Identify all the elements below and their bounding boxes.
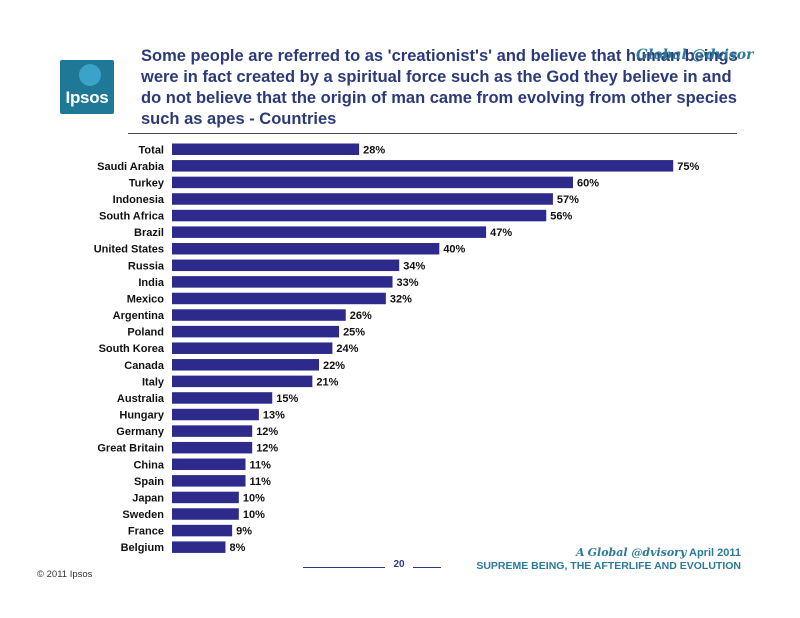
value-label: 11% <box>250 459 272 471</box>
value-label: 33% <box>397 277 419 289</box>
category-label: Sweden <box>122 509 164 521</box>
bar <box>172 276 393 288</box>
report-title: SUPREME BEING, THE AFTERLIFE AND EVOLUTI… <box>476 560 741 572</box>
report-brand-line: A Global @dvisory April 2011 <box>576 546 741 559</box>
value-label: 13% <box>263 410 285 422</box>
category-label: Spain <box>134 476 164 488</box>
page-title: Some people are referred to as 'creation… <box>141 47 738 128</box>
bar <box>172 309 346 321</box>
value-label: 10% <box>243 509 265 521</box>
value-label: 12% <box>256 426 278 438</box>
value-label: 10% <box>243 492 265 504</box>
bar <box>172 392 273 404</box>
category-label: South Korea <box>99 343 165 355</box>
bar <box>172 176 573 189</box>
category-label: Germany <box>116 426 165 438</box>
page-number: 20 <box>393 559 405 570</box>
category-label: South Africa <box>99 211 165 223</box>
value-label: 25% <box>343 327 365 339</box>
bar <box>172 292 386 305</box>
bar <box>172 226 487 238</box>
category-label: Brazil <box>134 227 164 239</box>
value-label: 34% <box>403 260 425 272</box>
value-label: 75% <box>677 161 699 173</box>
bar <box>172 425 253 437</box>
category-label: Russia <box>128 260 165 272</box>
value-label: 15% <box>276 393 298 405</box>
value-label: 26% <box>350 310 372 322</box>
bar <box>172 408 259 421</box>
bar <box>172 524 233 537</box>
logo-circle-icon <box>79 64 101 86</box>
value-label: 40% <box>443 244 465 256</box>
value-label: 22% <box>323 360 345 372</box>
bar <box>172 193 553 205</box>
footer-line-right <box>413 567 441 568</box>
bar <box>172 359 320 371</box>
value-label: 8% <box>229 542 245 554</box>
bar <box>172 259 400 272</box>
bar <box>172 508 239 520</box>
value-label: 21% <box>316 376 338 388</box>
category-label: United States <box>94 244 164 256</box>
value-label: 28% <box>363 144 385 156</box>
value-label: 24% <box>336 343 358 355</box>
category-label: Indonesia <box>113 194 165 206</box>
value-label: 60% <box>577 177 599 189</box>
footer-line-left <box>303 567 385 568</box>
category-label: Belgium <box>121 542 165 554</box>
category-label: Great Britain <box>97 443 164 455</box>
brand-name: Global @dvisor <box>636 47 754 63</box>
category-label: Saudi Arabia <box>97 161 165 173</box>
bar <box>172 491 239 504</box>
ipsos-logo: Ipsos <box>60 60 114 114</box>
value-label: 57% <box>557 194 579 206</box>
category-label: Argentina <box>113 310 165 322</box>
category-label: Australia <box>117 393 165 405</box>
value-label: 56% <box>550 211 572 223</box>
logo-text: Ipsos <box>65 88 109 107</box>
bar <box>172 209 547 222</box>
bar <box>172 458 246 471</box>
copyright: © 2011 Ipsos <box>37 569 93 580</box>
category-label: Hungary <box>119 410 165 422</box>
category-label: Mexico <box>127 293 165 305</box>
category-label: Total <box>139 144 164 156</box>
value-label: 11% <box>250 476 272 488</box>
value-label: 47% <box>490 227 512 239</box>
bar <box>172 342 333 354</box>
report-date: April 2011 <box>689 547 741 559</box>
value-label: 9% <box>236 526 252 538</box>
bar <box>172 441 253 454</box>
value-label: 32% <box>390 293 412 305</box>
category-label: Canada <box>124 360 165 372</box>
category-label: Italy <box>142 376 165 388</box>
bar <box>172 541 226 553</box>
category-label: France <box>128 526 164 538</box>
bar <box>172 160 674 172</box>
bar <box>172 143 360 155</box>
bar <box>172 475 246 487</box>
report-brand: Global @dvisory <box>587 546 687 559</box>
bar <box>172 375 313 388</box>
bar <box>172 325 340 338</box>
category-label: Turkey <box>129 177 165 189</box>
bar <box>172 242 440 255</box>
value-label: 12% <box>256 443 278 455</box>
title-divider <box>128 133 737 134</box>
category-label: Japan <box>132 492 164 504</box>
category-label: India <box>138 277 165 289</box>
report-prefix: A <box>576 546 585 559</box>
category-label: Poland <box>127 327 164 339</box>
category-label: China <box>133 459 164 471</box>
